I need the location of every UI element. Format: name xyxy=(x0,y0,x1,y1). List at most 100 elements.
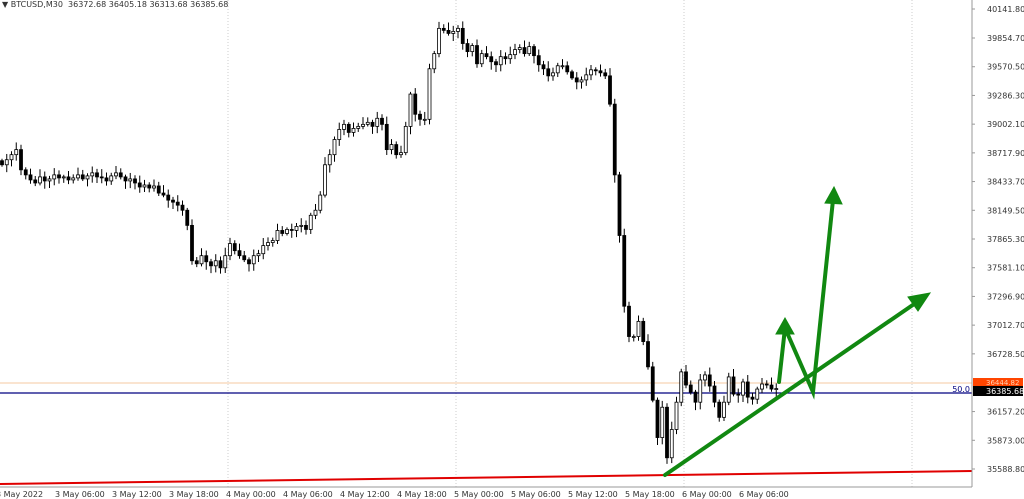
time-tick-label: 3 May 2022 xyxy=(0,490,43,499)
candle xyxy=(166,189,171,208)
bear-candle-body xyxy=(280,230,285,234)
candle xyxy=(560,59,565,70)
grid xyxy=(227,0,913,487)
bull-candle-body xyxy=(342,123,346,130)
bear-candle-body xyxy=(99,176,104,179)
red-trendline[interactable] xyxy=(0,470,973,485)
candle xyxy=(418,110,422,126)
bull-candle-body xyxy=(52,174,57,180)
bull-candle-body xyxy=(38,176,42,184)
green-trend-arrow[interactable] xyxy=(663,298,922,477)
candle xyxy=(66,171,71,185)
time-tick-label: 6 May 00:00 xyxy=(682,490,732,499)
bull-candle-body xyxy=(261,245,266,255)
bear-candle-body xyxy=(346,123,351,133)
bull-candle-body xyxy=(703,374,707,381)
time-tick-label: 4 May 06:00 xyxy=(283,490,333,499)
candle xyxy=(256,249,261,262)
candle xyxy=(199,248,204,267)
bear-candle-body xyxy=(57,174,61,179)
candle xyxy=(484,46,489,60)
candle xyxy=(237,243,242,259)
candle xyxy=(251,249,256,271)
bear-candle-body xyxy=(565,65,570,73)
bull-candle-body xyxy=(114,172,118,177)
candle xyxy=(655,397,660,446)
candle xyxy=(232,240,237,255)
bull-candle-body xyxy=(199,255,204,265)
candle xyxy=(456,25,460,39)
price-axis-labels: 40141.80 39854.70 39570.50 39286.30 39002.10… xyxy=(972,5,1024,474)
bull-candle-body xyxy=(432,53,437,70)
candle xyxy=(299,218,304,233)
green-arrow-drawings[interactable] xyxy=(663,185,932,477)
bear-candle-body xyxy=(147,184,152,189)
chart-title: ▼ BTCUSD,M30 36372.68 36405.18 36313.68 … xyxy=(2,0,228,9)
candle xyxy=(280,226,285,237)
candle xyxy=(717,399,722,422)
bear-candle-body xyxy=(137,182,142,188)
candle xyxy=(598,64,603,77)
candle xyxy=(356,122,361,132)
bear-candle-body xyxy=(731,376,736,395)
candle xyxy=(498,50,503,72)
candle xyxy=(109,172,114,185)
candle xyxy=(289,223,294,238)
bear-candle-body xyxy=(42,176,47,182)
bull-candle-body xyxy=(660,406,665,438)
bull-candle-body xyxy=(741,381,745,396)
candle xyxy=(745,375,750,404)
candle xyxy=(565,61,570,75)
bear-candle-body xyxy=(745,381,750,398)
candle xyxy=(760,377,764,394)
candle xyxy=(332,136,337,162)
price-tick-label: 36728.50 xyxy=(987,350,1024,359)
bear-candle-body xyxy=(33,179,38,184)
bear-candle-body xyxy=(80,174,85,180)
bear-candle-body xyxy=(494,61,498,66)
bear-candle-body xyxy=(28,174,33,181)
bull-candle-body xyxy=(318,194,323,211)
candle xyxy=(460,21,465,50)
price-tick-label: 39854.70 xyxy=(987,34,1024,43)
bull-candle-body xyxy=(579,79,584,83)
bull-candle-body xyxy=(508,54,513,60)
bear-candle-body xyxy=(532,46,536,57)
price-tick-label: 38717.90 xyxy=(987,149,1024,158)
bear-candle-body xyxy=(394,144,399,156)
candle xyxy=(489,51,494,70)
dropdown-triangle-icon[interactable]: ▼ xyxy=(2,0,11,9)
candle xyxy=(769,377,774,392)
bull-candle-body xyxy=(266,242,270,246)
bear-candle-body xyxy=(23,169,28,176)
candle xyxy=(370,119,375,134)
candle xyxy=(0,158,4,167)
bear-candle-body xyxy=(66,176,71,181)
bid-price-tag xyxy=(973,386,1023,396)
price-axis[interactable] xyxy=(972,0,1024,487)
candle xyxy=(266,237,270,251)
candle xyxy=(641,317,646,346)
candle xyxy=(451,25,456,42)
bull-candle-body xyxy=(213,260,218,267)
candle xyxy=(527,41,532,56)
bull-candle-body xyxy=(294,226,299,231)
bull-candle-body xyxy=(356,125,361,129)
time-tick-label: 5 May 06:00 xyxy=(511,490,561,499)
bull-candle-body xyxy=(308,214,313,230)
candle xyxy=(674,396,679,435)
bull-candle-body xyxy=(517,47,522,50)
candle xyxy=(346,122,351,138)
candle xyxy=(437,21,441,58)
candle xyxy=(365,117,370,127)
candle xyxy=(603,68,608,79)
green-zigzag-arrow[interactable] xyxy=(777,198,835,400)
candle xyxy=(432,50,437,74)
candle xyxy=(503,52,508,65)
candle xyxy=(413,88,418,122)
bear-candle-body xyxy=(593,69,598,72)
candle xyxy=(555,62,560,77)
bear-candle-body xyxy=(465,43,470,53)
candle xyxy=(389,139,394,155)
